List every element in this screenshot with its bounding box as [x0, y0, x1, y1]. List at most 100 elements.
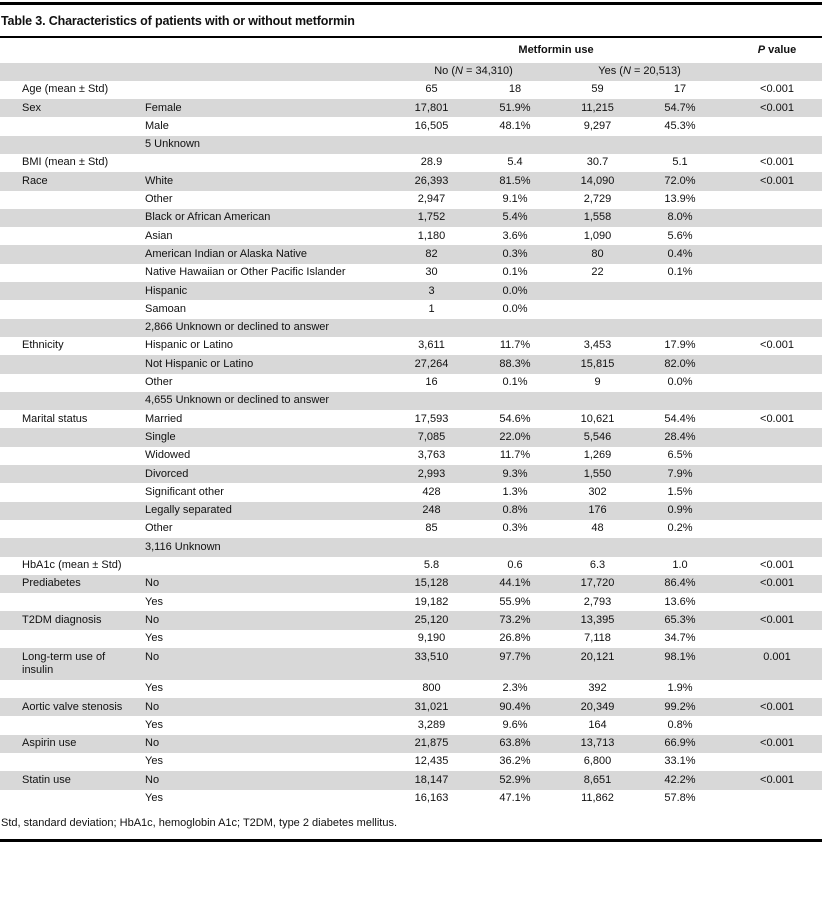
table-row: Samoan 1 0.0% [0, 300, 822, 318]
cell-sub: 4,655 Unknown or declined to answer [145, 394, 330, 407]
cell-label [0, 447, 145, 465]
table-row: Yes 9,190 26.8% 7,118 34.7% [0, 630, 822, 648]
empty-header-cell [145, 63, 390, 81]
cell-label: Statin use [22, 773, 71, 786]
cell-yes_pct: 72.0% [664, 174, 696, 187]
cell-label [0, 319, 145, 337]
cell-yes_n: 392 [588, 682, 607, 695]
cell-no_n: 82 [425, 247, 438, 260]
cell-no_n: 17,593 [414, 412, 449, 425]
cell-p [722, 136, 822, 154]
no-header-text: No ( [434, 65, 455, 77]
cell-sub: Hispanic or Latino [145, 339, 234, 352]
table-row: Long-term use of insulin No 33,510 97.7% 20,… [0, 648, 822, 680]
characteristics-table: Metformin use P value No (N = 34,310) Ye… [0, 38, 822, 808]
cell-p [722, 716, 822, 734]
cell-p [722, 227, 822, 245]
table-row: Ethnicity Hispanic or Latino 3,611 11.7% 3,4… [0, 337, 822, 355]
cell-no_n: 28.9 [420, 156, 443, 169]
cell-sub: Yes [145, 718, 163, 731]
cell-yes_n: 13,395 [580, 613, 615, 626]
cell-yes_pct: 13.9% [664, 193, 696, 206]
cell-yes_pct: 0.1% [667, 266, 693, 279]
table-row: 5 Unknown [0, 135, 822, 154]
cell-yes_n: 2,793 [583, 595, 612, 608]
cell-no_pct: 3.6% [502, 229, 528, 242]
cell-p: <0.001 [760, 577, 794, 590]
cell-yes_n: 17,720 [580, 577, 615, 590]
cell-no_n: 428 [422, 485, 441, 498]
cell-no_n: 2,947 [417, 193, 446, 206]
cell-label [0, 465, 145, 483]
cell-p: 0.001 [763, 650, 791, 663]
cell-no_n: 800 [422, 682, 441, 695]
cell-yes_pct: 1.5% [667, 485, 693, 498]
cell-yes_pct: 33.1% [664, 755, 696, 768]
cell-no_pct: 52.9% [499, 773, 531, 786]
cell-p [722, 593, 822, 611]
group-header-row: Metformin use P value [0, 38, 822, 63]
cell-sub: No [145, 577, 160, 590]
cell-p [722, 191, 822, 209]
cell-no_n: 1,180 [417, 229, 446, 242]
cell-no_n: 1,752 [417, 211, 446, 224]
cell-p [722, 282, 822, 300]
table-row: Yes 800 2.3% 392 1.9% [0, 680, 822, 698]
cell-label [0, 520, 145, 538]
cell-p [722, 630, 822, 648]
cell-label [0, 538, 145, 556]
bottom-rule [0, 838, 822, 842]
cell-yes_pct: 54.4% [664, 412, 696, 425]
cell-label [0, 245, 145, 263]
table-row: Race White 26,393 81.5% 14,090 72.0% <0.001 [0, 172, 822, 191]
table-row: Asian 1,180 3.6% 1,090 5.6% [0, 227, 822, 245]
cell-no_pct: 0.1% [502, 376, 528, 389]
cell-no_pct: 88.3% [499, 357, 531, 370]
cell-yes_pct [638, 136, 722, 154]
p-value-header-rest: value [765, 44, 797, 56]
cell-label [0, 282, 145, 300]
table-title: Table 3. Characteristics of patients wit… [1, 14, 355, 28]
cell-no_pct: 47.1% [499, 792, 531, 805]
cell-p [722, 355, 822, 373]
cell-p: <0.001 [760, 101, 794, 114]
cell-no_n: 2,993 [417, 467, 446, 480]
cell-label [0, 630, 145, 648]
cell-label: Marital status [22, 412, 88, 425]
cell-no_n: 26,393 [414, 174, 449, 187]
table-row: BMI (mean ± Std) 28.9 5.4 30.7 5.1 <0.001 [0, 154, 822, 172]
cell-sub: Hispanic [145, 284, 188, 297]
cell-sub [145, 81, 390, 99]
table-row: Statin use No 18,147 52.9% 8,651 42.2% <0.001 [0, 771, 822, 790]
cell-no_pct: 97.7% [499, 650, 531, 663]
table-row: Native Hawaiian or Other Pacific Islande… [0, 264, 822, 282]
table-footnote: Std, standard deviation; HbA1c, hemoglob… [1, 816, 398, 829]
cell-yes_pct: 0.9% [667, 504, 693, 517]
cell-no_n: 16 [425, 376, 438, 389]
table-row: Widowed 3,763 11.7% 1,269 6.5% [0, 447, 822, 465]
cell-yes_n: 20,349 [580, 700, 615, 713]
cell-no_n: 3,289 [417, 718, 446, 731]
table-row: Other 85 0.3% 48 0.2% [0, 520, 822, 538]
cell-no_n [390, 319, 473, 337]
cell-no_n: 3 [428, 284, 435, 297]
empty-header-cell [145, 38, 390, 63]
cell-sub: 5 Unknown [145, 138, 201, 151]
cell-label [0, 753, 145, 771]
cell-no_pct: 9.1% [502, 193, 528, 206]
cell-p [722, 300, 822, 318]
cell-sub: Male [145, 119, 169, 132]
cell-sub: Single [145, 430, 176, 443]
cell-no_n: 85 [425, 522, 438, 535]
cell-no_pct: 63.8% [499, 737, 531, 750]
cell-sub: Female [145, 101, 182, 114]
cell-no_n: 5.8 [423, 559, 440, 572]
table-row: 3,116 Unknown [0, 538, 822, 557]
table-row: Not Hispanic or Latino 27,264 88.3% 15,815 8… [0, 355, 822, 374]
empty-header-cell [722, 63, 822, 81]
cell-yes_pct: 5.1 [672, 156, 688, 169]
cell-p [722, 447, 822, 465]
cell-yes_n: 59 [591, 83, 604, 96]
cell-no_n: 21,875 [414, 737, 449, 750]
cell-no_n [390, 392, 473, 410]
